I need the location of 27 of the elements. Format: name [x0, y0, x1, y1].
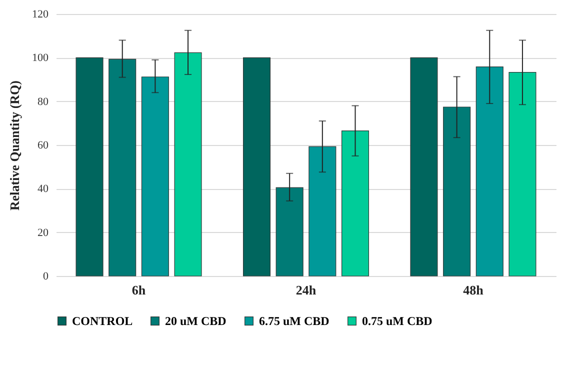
y-tick-label: 0	[43, 270, 49, 282]
bar	[108, 58, 136, 276]
y-tick-label: 40	[38, 183, 49, 196]
legend-label: 0.75 uM CBD	[362, 314, 433, 328]
bar	[308, 146, 336, 276]
bar	[341, 130, 370, 276]
y-tick-label: 60	[38, 140, 49, 152]
legend-label: 6.75 uM CBD	[259, 314, 330, 328]
bar	[76, 57, 104, 276]
legend-label: 20 uM CBD	[165, 314, 227, 328]
bar	[174, 52, 202, 276]
y-tick-label: 100	[32, 52, 49, 64]
x-tick-label: 6h	[132, 282, 146, 298]
bar	[410, 57, 438, 276]
y-tick-label: 80	[38, 96, 49, 108]
bar	[276, 187, 304, 276]
bar	[141, 76, 169, 276]
bar	[242, 57, 271, 276]
x-tick-label: 24h	[296, 282, 317, 298]
y-tick-label: 120	[32, 8, 49, 20]
x-tick-label: 48h	[463, 282, 484, 298]
bar	[476, 66, 504, 276]
legend-label: CONTROL	[72, 314, 133, 328]
bar	[508, 72, 536, 276]
bar	[443, 106, 471, 276]
y-tick-label: 20	[38, 226, 49, 239]
y-axis-title: Relative Quantity (RQ)	[7, 80, 22, 210]
